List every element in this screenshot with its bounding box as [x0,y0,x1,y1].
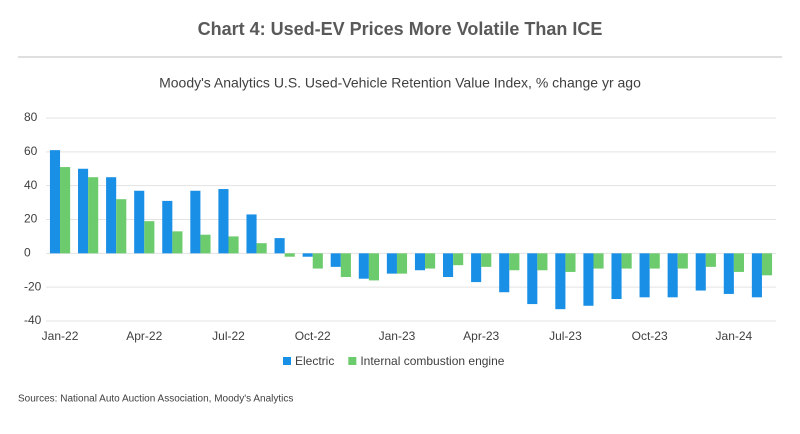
y-tick-label: -20 [24,279,42,293]
bar [527,253,538,305]
bar [358,253,369,279]
bar [144,221,155,254]
bar [677,253,688,269]
y-tick-label: 40 [24,178,38,192]
bar [537,253,548,271]
bar [190,190,201,254]
bar [162,200,173,254]
x-tick-label: Apr-23 [463,329,499,343]
x-tick-label: Jan-24 [716,329,753,343]
bar [340,253,351,278]
bar [106,177,117,254]
bar [705,253,716,267]
bar [134,190,145,254]
y-tick-label: 20 [24,212,38,226]
bar [302,253,313,257]
x-tick-label: Apr-22 [126,329,162,343]
bar [621,253,632,269]
x-tick-label: Jan-22 [42,329,79,343]
y-tick-label: -40 [24,313,42,327]
bar [471,253,482,283]
bar [396,253,408,274]
y-tick-label: 80 [24,110,38,124]
x-tick-label: Oct-23 [632,329,668,343]
bar [386,253,397,274]
bar [330,253,341,267]
x-tick-label: Jan-23 [379,329,416,343]
legend-label: Internal combustion engine [360,354,504,368]
legend-label: Electric [295,354,334,368]
bar [284,253,295,257]
chart-title: Chart 4: Used-EV Prices More Volatile Th… [198,19,603,39]
x-tick-label: Oct-22 [295,329,331,343]
bar [649,253,660,269]
bar [256,243,267,254]
source-note: Sources: National Auto Auction Associati… [18,394,293,405]
x-tick-label: Jul-22 [212,329,245,343]
bar [312,253,323,269]
bar [78,168,89,254]
bar [172,231,183,254]
bar [593,253,604,269]
y-tick-label: 60 [24,144,38,158]
bar [218,189,229,254]
legend-swatch [348,357,357,365]
bar [116,199,127,254]
bar [228,236,239,254]
bar [49,150,61,254]
bar [443,253,454,278]
bar [509,253,520,271]
bar [246,214,257,254]
bar [414,253,426,271]
bar [751,253,762,298]
bar [88,177,99,254]
bar [667,253,678,298]
bar [733,253,744,272]
bar [695,253,706,291]
bar [761,253,773,276]
chart-subtitle: Moody's Analytics U.S. Used-Vehicle Rete… [159,75,641,91]
bar [481,253,492,267]
bar [200,234,211,254]
bar [425,253,436,269]
bar [555,253,566,310]
x-tick-label: Jul-23 [549,329,582,343]
bar [565,253,576,272]
bar [274,238,285,254]
bar [723,253,734,294]
legend-swatch [283,357,291,365]
bar [453,253,464,266]
y-tick-label: 0 [24,246,31,260]
bar [583,253,594,306]
bar [60,167,71,254]
bar [639,253,650,298]
bar [611,253,622,300]
bar [499,253,510,293]
bar [368,253,379,281]
